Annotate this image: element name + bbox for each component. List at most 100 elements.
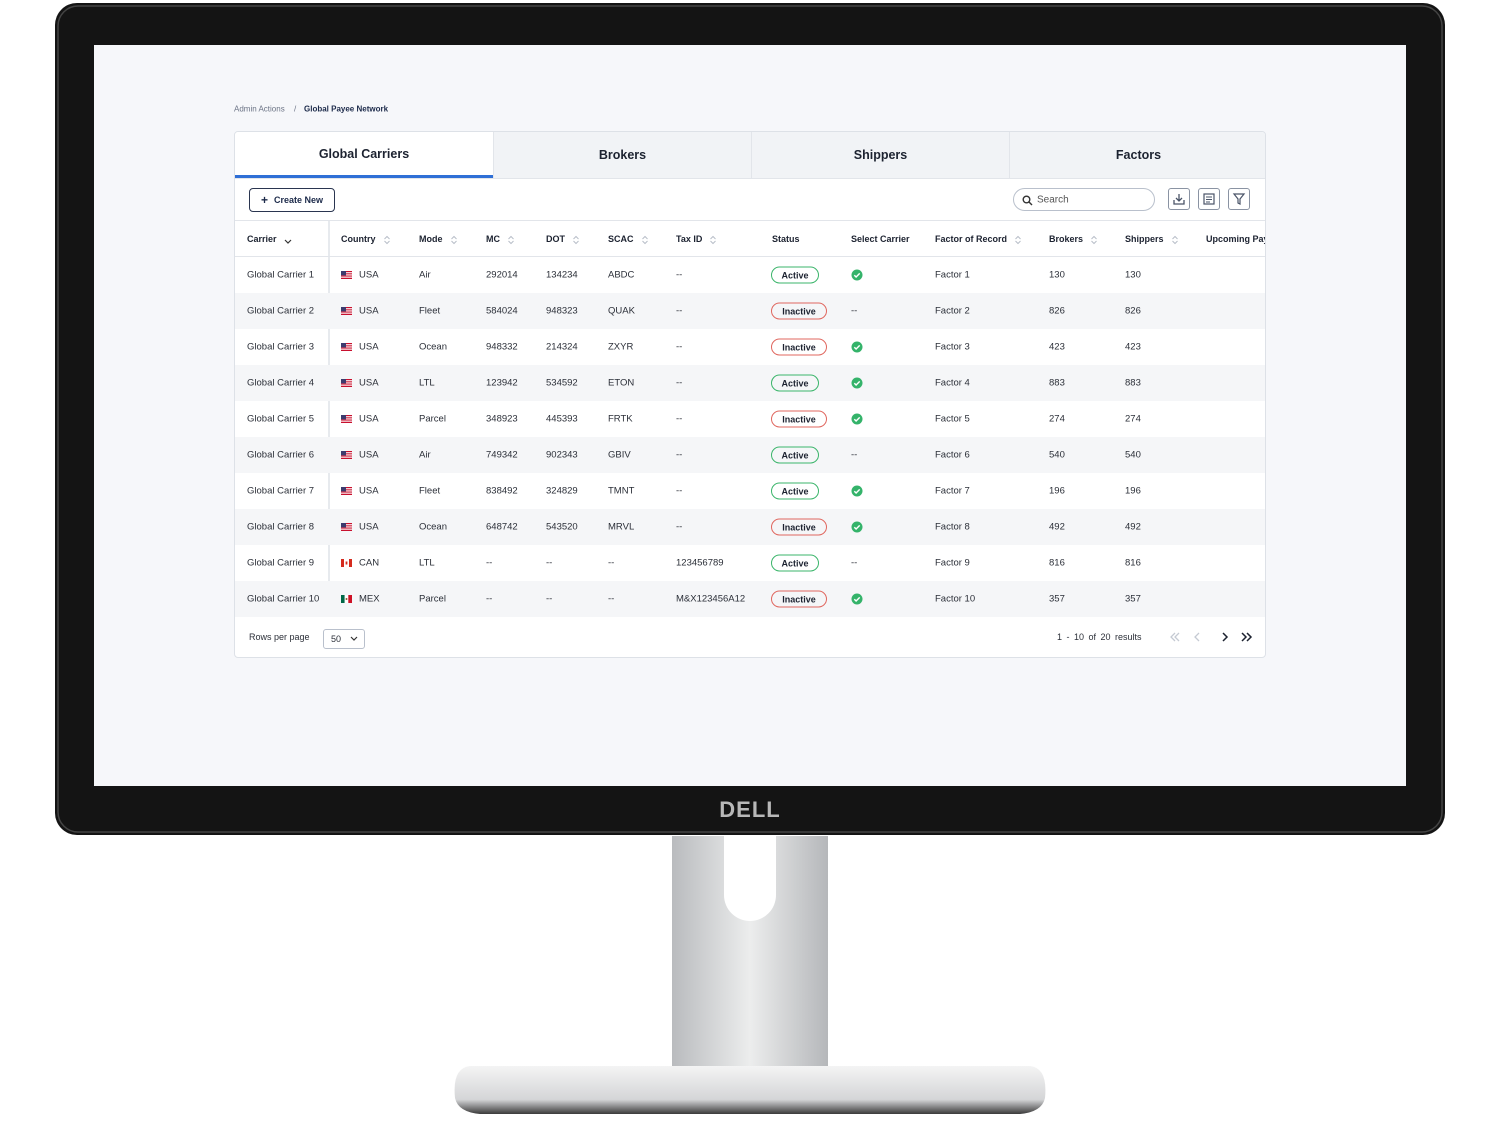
table-cell: 348923: [486, 413, 518, 425]
table-cell: 540: [1125, 449, 1141, 461]
flag-icon: [341, 523, 352, 531]
column-header[interactable]: Country: [341, 233, 376, 244]
brand-logo: DELL: [719, 797, 780, 822]
table-cell: --: [486, 593, 493, 605]
tab[interactable]: Global Carriers: [235, 132, 493, 178]
column-header[interactable]: Tax ID: [676, 233, 703, 244]
stand-base: [454, 1066, 1046, 1114]
table-cell: 838492: [486, 485, 518, 497]
sort-icon: [383, 233, 391, 245]
table-cell: Parcel: [419, 593, 446, 605]
country-code: USA: [359, 485, 379, 497]
carrier-name: Global Carrier 3: [247, 341, 315, 353]
row-band: [235, 293, 1265, 329]
table-cell: TMNT: [608, 485, 635, 497]
table-cell: --: [676, 449, 683, 461]
carrier-name: Global Carrier 8: [247, 521, 315, 533]
table-cell: 214324: [546, 341, 578, 353]
column-header[interactable]: Mode: [419, 233, 443, 244]
table-cell: --: [676, 305, 683, 317]
table-cell: Air: [419, 449, 431, 461]
prev-page[interactable]: [1194, 632, 1200, 642]
breadcrumb-separator: /: [294, 104, 297, 114]
status-pill: Active: [771, 482, 819, 500]
country-code: USA: [359, 305, 379, 317]
table-cell: Factor 3: [935, 341, 970, 353]
rows-per-page-select[interactable]: 50: [323, 629, 365, 649]
carrier-name: Global Carrier 7: [247, 485, 315, 497]
select-check[interactable]: [851, 269, 863, 281]
table-cell: 445393: [546, 413, 578, 425]
screen: Admin Actions / Global Payee Network Glo…: [94, 45, 1406, 786]
column-header[interactable]: DOT: [546, 233, 565, 244]
sort-icon: [572, 233, 580, 245]
table-cell: --: [676, 521, 683, 533]
table-cell: 196: [1049, 485, 1065, 497]
row-band: [235, 365, 1265, 401]
download-button[interactable]: [1168, 188, 1190, 210]
table-cell: 492: [1125, 521, 1141, 533]
column-header[interactable]: Carrier: [247, 233, 277, 244]
status-pill: Inactive: [771, 410, 827, 428]
select-check[interactable]: [851, 341, 863, 353]
column-header[interactable]: Brokers: [1049, 233, 1084, 244]
table-cell: --: [851, 449, 858, 461]
table-cell: Fleet: [419, 305, 441, 317]
table-cell: --: [608, 593, 615, 605]
columns-button[interactable]: [1198, 188, 1220, 210]
flag-icon: [341, 487, 352, 495]
carrier-name: Global Carrier 9: [247, 557, 315, 569]
filter-button[interactable]: [1228, 188, 1250, 210]
table-cell: 543520: [546, 521, 578, 533]
select-check[interactable]: [851, 377, 863, 389]
header-divider: [235, 256, 1265, 257]
table-cell: 357: [1125, 593, 1141, 605]
table-cell: 534592: [546, 377, 578, 389]
pagination-summary: 1 - 10 of 20 results: [1057, 632, 1142, 642]
sort-icon: [450, 233, 458, 245]
tab[interactable]: Shippers: [751, 132, 1009, 178]
column-header[interactable]: MC: [486, 233, 500, 244]
last-page[interactable]: [1241, 632, 1253, 642]
column-header[interactable]: SCAC: [608, 233, 634, 244]
table-cell: Fleet: [419, 485, 441, 497]
carrier-name: Global Carrier 6: [247, 449, 315, 461]
next-page[interactable]: [1222, 632, 1229, 642]
table-cell: 196: [1125, 485, 1141, 497]
table-cell: 423: [1049, 341, 1065, 353]
first-page[interactable]: [1170, 632, 1180, 642]
tab[interactable]: Brokers: [493, 132, 751, 178]
table-cell: 883: [1125, 377, 1141, 389]
table-cell: Factor 4: [935, 377, 970, 389]
table-cell: GBIV: [608, 449, 631, 461]
rows-per-page-label: Rows per page: [249, 632, 310, 642]
rows-per-page-value: 50: [331, 634, 342, 644]
column-header[interactable]: Factor of Record: [935, 233, 1008, 244]
column-header: Select Carrier: [851, 233, 910, 244]
carrier-name: Global Carrier 5: [247, 413, 315, 425]
table-cell: --: [546, 593, 553, 605]
select-check[interactable]: [851, 593, 863, 605]
select-check[interactable]: [851, 413, 863, 425]
tab[interactable]: Factors: [1009, 132, 1265, 178]
carrier-name: Global Carrier 10: [247, 593, 320, 605]
table-cell: Factor 7: [935, 485, 970, 497]
table-cell: Parcel: [419, 413, 446, 425]
table-cell: 816: [1049, 557, 1065, 569]
sort-icon: [1014, 233, 1022, 245]
table-cell: QUAK: [608, 305, 635, 317]
breadcrumb-parent[interactable]: Admin Actions: [234, 104, 285, 114]
column-header[interactable]: Shippers: [1125, 233, 1164, 244]
sort-icon: [1090, 233, 1098, 245]
table-cell: --: [486, 557, 493, 569]
table-cell: --: [676, 413, 683, 425]
create-new-button[interactable]: + Create New: [249, 188, 335, 212]
search-box[interactable]: Search: [1013, 188, 1155, 211]
flag-icon: [341, 343, 352, 351]
select-check[interactable]: [851, 521, 863, 533]
select-check[interactable]: [851, 485, 863, 497]
country-code: USA: [359, 377, 379, 389]
table-cell: 423: [1125, 341, 1141, 353]
status-pill: Active: [771, 266, 819, 284]
